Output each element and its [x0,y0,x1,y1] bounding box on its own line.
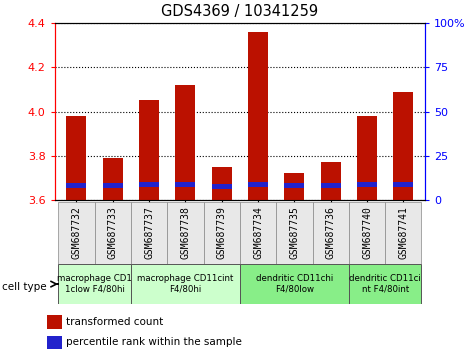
Bar [248,182,268,187]
Text: GSM687740: GSM687740 [362,206,372,259]
Text: macrophage CD11cint
F4/80hi: macrophage CD11cint F4/80hi [137,274,234,294]
Bar [175,182,195,187]
Bar [139,182,159,187]
Text: percentile rank within the sample: percentile rank within the sample [66,337,242,348]
Bar [139,101,159,200]
Text: GSM687734: GSM687734 [253,206,263,259]
FancyBboxPatch shape [276,202,313,264]
Text: GSM687741: GSM687741 [399,206,408,259]
Bar [103,183,123,188]
Bar [357,182,377,187]
FancyBboxPatch shape [313,202,349,264]
Bar [47,336,62,349]
Bar [321,162,341,200]
FancyBboxPatch shape [131,264,240,304]
Bar [103,158,123,200]
Text: dendritic CD11chi
F4/80low: dendritic CD11chi F4/80low [256,274,333,294]
Bar [393,92,413,200]
Text: cell type: cell type [2,282,47,292]
Text: GSM687737: GSM687737 [144,206,154,259]
Text: transformed count: transformed count [66,317,163,327]
Bar [175,85,195,200]
FancyBboxPatch shape [58,202,95,264]
Bar [66,183,86,188]
Text: dendritic CD11ci
nt F4/80int: dendritic CD11ci nt F4/80int [349,274,421,294]
Bar [321,183,341,188]
FancyBboxPatch shape [204,202,240,264]
Text: GSM687739: GSM687739 [217,206,227,259]
FancyBboxPatch shape [240,202,276,264]
Text: GSM687733: GSM687733 [108,206,118,259]
Bar [248,32,268,200]
Bar [66,116,86,200]
Bar [212,184,232,188]
Text: GSM687735: GSM687735 [289,206,299,259]
Bar [212,167,232,200]
Bar [357,116,377,200]
FancyBboxPatch shape [131,202,167,264]
Text: GSM687738: GSM687738 [180,206,190,259]
FancyBboxPatch shape [167,202,204,264]
Text: GSM687732: GSM687732 [71,206,81,259]
Text: macrophage CD1
1clow F4/80hi: macrophage CD1 1clow F4/80hi [57,274,132,294]
Text: GSM687736: GSM687736 [326,206,336,259]
FancyBboxPatch shape [95,202,131,264]
FancyBboxPatch shape [349,202,385,264]
FancyBboxPatch shape [58,264,131,304]
Title: GDS4369 / 10341259: GDS4369 / 10341259 [162,4,318,19]
Bar [285,173,304,200]
Bar [47,315,62,329]
Bar [393,182,413,187]
FancyBboxPatch shape [240,264,349,304]
FancyBboxPatch shape [349,264,421,304]
Bar [285,183,304,188]
FancyBboxPatch shape [385,202,421,264]
